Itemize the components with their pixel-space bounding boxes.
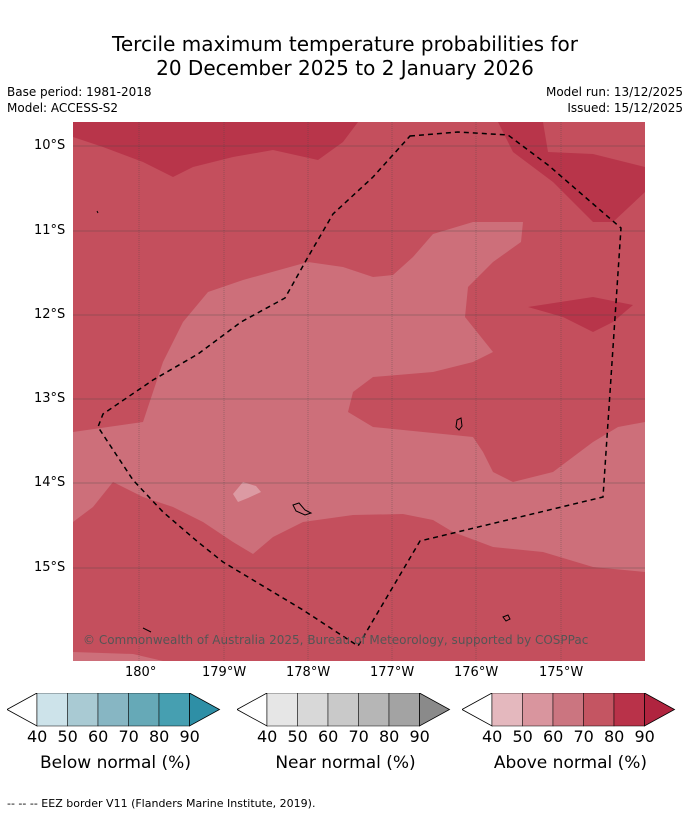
lon-label-180: 180° — [125, 665, 157, 680]
colorbar-near-segment-40 — [266, 693, 298, 727]
colorbar-above-label: Above normal (%) — [493, 753, 648, 773]
colorbar-near-high-extend — [419, 693, 451, 727]
forecast-map[interactable] — [73, 122, 645, 661]
colorbar-above-segment-50 — [522, 693, 554, 727]
graticule — [73, 145, 645, 569]
lat-label-13s: 13°S — [34, 391, 66, 406]
colorbar-below-tick-80: 80 — [149, 727, 170, 746]
island-5 — [96, 210, 99, 214]
colorbar-below-high-extend — [189, 693, 221, 727]
lon-label-175w: 175°W — [539, 665, 584, 680]
lat-label-14s: 14°S — [34, 475, 66, 490]
colorbar-above-high-extend — [644, 693, 676, 727]
copyright-text: © Commonwealth of Australia 2025, Bureau… — [83, 633, 589, 647]
map-region-80-east — [528, 297, 633, 332]
colorbar-near-segment-50 — [297, 693, 329, 727]
map-region-60-central — [73, 222, 645, 572]
lat-label-15s: 15°S — [34, 560, 66, 575]
colorbar-below-tick-50: 50 — [57, 727, 78, 746]
map-region-60-bottom — [73, 652, 163, 661]
title-line-1: Tercile maximum temperature probabilitie… — [112, 32, 578, 56]
colorbar-near-tick-40: 40 — [257, 727, 278, 746]
map-region-50-patch — [233, 482, 261, 502]
colorbar-near-segment-70 — [358, 693, 390, 727]
colorbar-below-tick-70: 70 — [118, 727, 139, 746]
map-region-80-top-right — [498, 122, 645, 222]
colorbar-below-low-extend — [7, 693, 38, 727]
base-period: Base period: 1981-2018 — [7, 85, 152, 99]
colorbar-above-tick-60: 60 — [543, 727, 564, 746]
colorbar-near-tick-50: 50 — [287, 727, 308, 746]
colorbar-below-tick-90: 90 — [179, 727, 200, 746]
colorbar-below — [7, 693, 221, 727]
colorbar-above-segment-80 — [613, 693, 645, 727]
colorbar-near-tick-80: 80 — [379, 727, 400, 746]
island-1 — [455, 417, 463, 431]
colorbar-near-low-extend — [237, 693, 268, 727]
colorbar-above-segment-40 — [491, 693, 523, 727]
issued-date: Issued: 15/12/2025 — [567, 101, 683, 115]
island-3 — [502, 614, 511, 622]
colorbar-above-tick-50: 50 — [512, 727, 533, 746]
colorbar-below-tick-40: 40 — [27, 727, 48, 746]
colorbar-above-segment-60 — [552, 693, 584, 727]
island-4 — [142, 627, 152, 633]
title-line-2: 20 December 2025 to 2 January 2026 — [156, 56, 534, 80]
colorbar-below-segment-50 — [67, 693, 99, 727]
colorbar-near-tick-90: 90 — [409, 727, 430, 746]
colorbar-near-segment-80 — [388, 693, 420, 727]
lat-label-10s: 10°S — [34, 138, 66, 153]
colorbar-near-segment-60 — [327, 693, 359, 727]
model-name: Model: ACCESS-S2 — [7, 101, 119, 115]
lat-label-12s: 12°S — [34, 307, 66, 322]
eez-footnote: -- -- -- EEZ border V11 (Flanders Marine… — [7, 797, 316, 810]
colorbar-above — [462, 693, 676, 727]
model-run: Model run: 13/12/2025 — [545, 85, 683, 99]
map-region-80-top — [73, 122, 358, 177]
colorbar-below-segment-70 — [128, 693, 160, 727]
lat-label-11s: 11°S — [34, 223, 66, 238]
colorbar-above-tick-70: 70 — [573, 727, 594, 746]
colorbar-below-segment-40 — [36, 693, 68, 727]
colorbar-near-tick-60: 60 — [318, 727, 339, 746]
colorbar-near-label: Near normal (%) — [275, 753, 416, 773]
colorbar-above-segment-70 — [583, 693, 615, 727]
colorbar-near-tick-70: 70 — [348, 727, 369, 746]
colorbar-above-low-extend — [462, 693, 493, 727]
colorbar-above-tick-80: 80 — [604, 727, 625, 746]
eez-border — [97, 131, 622, 648]
lon-label-176w: 176°W — [454, 665, 499, 680]
lon-label-179w: 179°W — [202, 665, 247, 680]
colorbar-below-label: Below normal (%) — [40, 753, 191, 773]
colorbar-above-tick-40: 40 — [482, 727, 503, 746]
colorbar-above-tick-90: 90 — [634, 727, 655, 746]
island-2 — [292, 502, 313, 516]
colorbar-below-segment-80 — [158, 693, 190, 727]
lon-label-177w: 177°W — [370, 665, 415, 680]
colorbar-near — [237, 693, 451, 727]
colorbar-below-tick-60: 60 — [88, 727, 109, 746]
colorbar-below-segment-60 — [97, 693, 129, 727]
lon-label-178w: 178°W — [286, 665, 331, 680]
